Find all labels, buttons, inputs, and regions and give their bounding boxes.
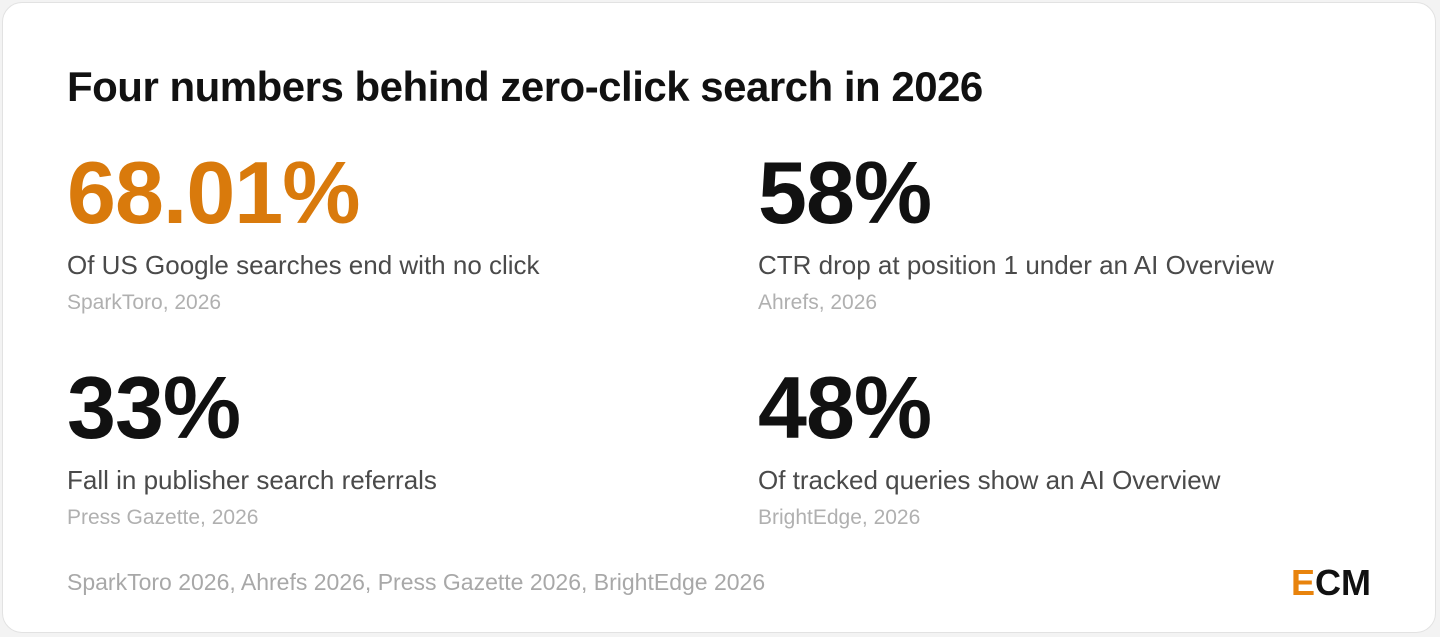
stat-value: 68.01% (67, 143, 360, 242)
stat-label: CTR drop at position 1 under an AI Overv… (758, 250, 1274, 280)
logo-first-letter: E (1291, 562, 1316, 603)
stat-ai-overview-queries: 48% Of tracked queries show an AI Overvi… (758, 358, 1378, 532)
stat-zero-click-share: 68.01% Of US Google searches end with no… (67, 143, 687, 317)
stat-value: 48% (758, 358, 932, 457)
stat-label: Fall in publisher search referrals (67, 465, 437, 495)
stat-source: BrightEdge, 2026 (758, 506, 921, 529)
stat-source: Press Gazette, 2026 (67, 506, 259, 529)
stat-value: 33% (67, 358, 241, 457)
stat-source: Ahrefs, 2026 (758, 291, 878, 314)
footer-sources: SparkToro 2026, Ahrefs 2026, Press Gazet… (67, 569, 766, 595)
logo-rest: CM (1315, 562, 1372, 603)
stat-label: Of tracked queries show an AI Overview (758, 465, 1221, 495)
stat-ctr-drop: 58% CTR drop at position 1 under an AI O… (758, 143, 1378, 317)
infographic-title: Four numbers behind zero-click search in… (67, 63, 983, 110)
ecm-logo: ECM (1291, 563, 1371, 603)
stat-source: SparkToro, 2026 (67, 291, 222, 314)
stat-value: 58% (758, 143, 932, 242)
stat-label: Of US Google searches end with no click (67, 250, 540, 280)
stat-publisher-referrals: 33% Fall in publisher search referrals P… (67, 358, 687, 532)
